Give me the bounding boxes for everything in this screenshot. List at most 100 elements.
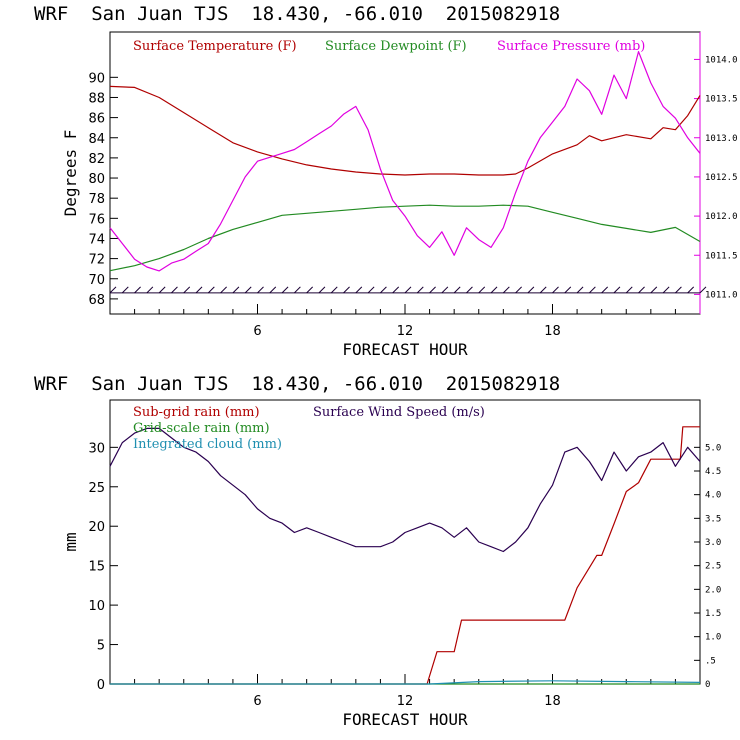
wind-barb xyxy=(171,286,178,294)
y-tick-label: 25 xyxy=(88,481,105,496)
plot-frame-left xyxy=(109,31,701,315)
wind-barb xyxy=(109,286,117,294)
wind-barb xyxy=(195,286,203,294)
y-tick-label: 90 xyxy=(88,71,105,86)
wind-barb xyxy=(306,286,314,294)
wind-barb xyxy=(601,286,609,294)
wind-barb xyxy=(539,286,547,294)
y-tick-label: 70 xyxy=(88,273,105,288)
wind-barb xyxy=(675,286,682,294)
wind-barb xyxy=(269,286,277,294)
y2-tick-label: 0 xyxy=(705,680,710,690)
x-tick-label: 18 xyxy=(544,694,561,709)
wind-barb xyxy=(527,286,535,294)
y2-tick-label: 1014.0 xyxy=(705,55,738,65)
wind-barb xyxy=(515,286,522,294)
legend-bottom: Sub-grid rain (mm) Surface Wind Speed (m… xyxy=(133,405,485,452)
wind-barb xyxy=(244,286,252,294)
wind-barb xyxy=(552,286,559,294)
y-tick-label: 15 xyxy=(88,560,105,575)
series-line-integrated-cloud-mm xyxy=(110,680,701,685)
y-axis-label-top: Degrees F xyxy=(61,130,80,217)
legend-entry-surface-temperature: Surface Temperature (F) xyxy=(133,39,297,54)
wind-barb xyxy=(638,286,645,294)
y-tick-label: 0 xyxy=(97,678,105,693)
wind-barb xyxy=(232,286,240,294)
y-tick-label: 72 xyxy=(88,253,105,268)
y2-tick-label: 2.5 xyxy=(705,562,721,572)
wind-barb xyxy=(613,286,621,294)
y2-tick-label: 4.0 xyxy=(705,491,721,501)
y-tick-label: 82 xyxy=(88,152,105,167)
wind-barb xyxy=(257,286,264,294)
wind-barb xyxy=(207,286,215,294)
wind-barb xyxy=(441,286,449,294)
wind-barb xyxy=(146,286,154,294)
wind-barb xyxy=(380,286,387,294)
series-line-sub-grid-rain-mm xyxy=(110,426,700,685)
wind-barb xyxy=(355,286,363,294)
legend-entry-surface-wind-speed: Surface Wind Speed (m/s) xyxy=(313,405,485,420)
wind-barb xyxy=(650,286,658,294)
wind-barb xyxy=(564,286,572,294)
wind-barb xyxy=(367,286,375,294)
y2-tick-label: 1011.5 xyxy=(705,251,738,261)
legend-entry-grid-scale-rain: Grid-scale rain (mm) xyxy=(133,421,270,436)
legend-entry-sub-grid-rain: Sub-grid rain (mm) xyxy=(133,405,260,420)
y-tick-label: 68 xyxy=(88,293,105,308)
legend-top: Surface Temperature (F) Surface Dewpoint… xyxy=(133,39,645,54)
y2-tick-label: 1012.0 xyxy=(705,212,738,222)
wind-barb xyxy=(478,286,486,294)
x-tick-label: 6 xyxy=(253,324,261,339)
temperature-panel: WRF San Juan TJS 18.430, -66.010 2015082… xyxy=(34,3,738,359)
y2-tick-label: 2.0 xyxy=(705,585,721,595)
y-tick-label: 76 xyxy=(88,212,105,227)
wind-barb xyxy=(183,286,191,294)
series-line-surface-wind-speed-m-s xyxy=(109,427,701,553)
y2-tick-label: 1013.5 xyxy=(705,95,738,105)
y2-tick-label: 1.5 xyxy=(705,609,721,619)
x-tick-label: 12 xyxy=(397,324,414,339)
y2-tick-label: 4.5 xyxy=(705,467,721,477)
wind-barb xyxy=(404,286,412,294)
x-axis-label-top: FORECAST HOUR xyxy=(342,340,468,359)
y2-tick-label: 5.0 xyxy=(705,443,721,453)
series-group-top xyxy=(109,50,707,294)
wind-barb xyxy=(589,286,596,294)
wind-barb xyxy=(220,286,227,294)
wind-barb xyxy=(330,286,338,294)
y-tick-label: 5 xyxy=(97,639,105,654)
wind-barb xyxy=(318,286,326,294)
series-group-bottom xyxy=(109,426,701,685)
series-line-surface-pressure-mb xyxy=(109,50,701,272)
wind-barb xyxy=(294,286,301,294)
y-tick-label: 10 xyxy=(88,599,105,614)
legend-entry-integrated-cloud: Integrated cloud (mm) xyxy=(133,437,282,452)
wind-barb xyxy=(281,286,289,294)
wind-barb xyxy=(502,286,510,294)
chart-title-bottom: WRF San Juan TJS 18.430, -66.010 2015082… xyxy=(34,373,560,395)
y-tick-label: 80 xyxy=(88,172,105,187)
y-tick-label: 20 xyxy=(88,520,105,535)
legend-entry-surface-pressure: Surface Pressure (mb) xyxy=(497,39,645,54)
chart-title-top: WRF San Juan TJS 18.430, -66.010 2015082… xyxy=(34,3,560,25)
wind-barb xyxy=(625,286,633,294)
y2-tick-label: 1012.5 xyxy=(705,173,738,183)
y-axis-label-bottom: mm xyxy=(61,532,80,551)
y2-tick-label: 1011.0 xyxy=(705,290,738,300)
rain-panel: WRF San Juan TJS 18.430, -66.010 2015082… xyxy=(34,373,721,729)
wind-barb xyxy=(453,286,461,294)
y-tick-label: 88 xyxy=(88,91,105,106)
y-tick-label: 30 xyxy=(88,441,105,456)
wind-barb xyxy=(662,286,670,294)
series-line-surface-temperature-f xyxy=(109,85,701,176)
y-tick-label: 78 xyxy=(88,192,105,207)
wind-barb xyxy=(121,286,129,294)
y-tick-label: 84 xyxy=(88,132,105,147)
wind-barb xyxy=(576,286,584,294)
legend-entry-surface-dewpoint: Surface Dewpoint (F) xyxy=(325,39,467,54)
y-tick-label: 74 xyxy=(88,232,105,247)
wind-barb xyxy=(699,286,707,294)
wind-barb xyxy=(343,286,350,294)
